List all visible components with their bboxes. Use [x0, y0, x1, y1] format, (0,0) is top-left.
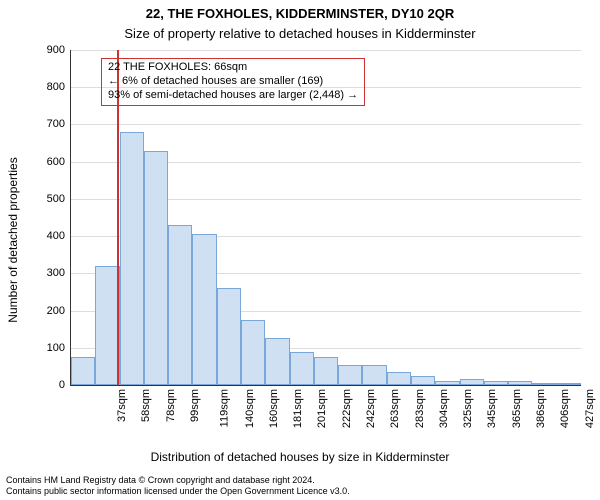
- annotation-line-1: 22 THE FOXHOLES: 66sqm: [108, 61, 358, 75]
- y-tick-label: 200: [47, 305, 71, 317]
- histogram-bar: [120, 132, 144, 385]
- histogram-bar: [557, 383, 581, 385]
- x-tick-label: 345sqm: [487, 389, 499, 428]
- gridline: [71, 124, 581, 125]
- footer-attribution: Contains HM Land Registry data © Crown c…: [6, 475, 350, 496]
- histogram-bar: [217, 288, 241, 385]
- page-supertitle: 22, THE FOXHOLES, KIDDERMINSTER, DY10 2Q…: [0, 6, 600, 21]
- histogram-bar: [95, 266, 119, 385]
- x-tick-label: 304sqm: [438, 389, 450, 428]
- x-tick-label: 427sqm: [584, 389, 596, 428]
- histogram-bar: [411, 376, 435, 385]
- x-tick-label: 242sqm: [365, 389, 377, 428]
- histogram-bar: [314, 357, 338, 385]
- y-axis-label: Number of detached properties: [6, 157, 20, 322]
- y-tick-label: 500: [47, 193, 71, 205]
- x-tick-label: 99sqm: [189, 389, 201, 422]
- x-tick-label: 325sqm: [462, 389, 474, 428]
- histogram-bar: [144, 151, 168, 386]
- y-tick-label: 800: [47, 81, 71, 93]
- y-tick-label: 700: [47, 118, 71, 130]
- x-tick-label: 119sqm: [219, 389, 231, 427]
- y-tick-label: 400: [47, 230, 71, 242]
- x-tick-label: 201sqm: [317, 389, 329, 428]
- y-tick-label: 300: [47, 267, 71, 279]
- histogram-bar: [532, 383, 556, 385]
- footer-line-2: Contains public sector information licen…: [6, 486, 350, 496]
- histogram-bar: [241, 320, 265, 385]
- x-tick-label: 365sqm: [511, 389, 523, 428]
- x-tick-label: 160sqm: [268, 389, 280, 428]
- chart-title: Size of property relative to detached ho…: [0, 26, 600, 41]
- x-axis-label: Distribution of detached houses by size …: [0, 450, 600, 464]
- histogram-bar: [168, 225, 192, 385]
- x-tick-label: 283sqm: [414, 389, 426, 428]
- histogram-bar: [265, 338, 289, 385]
- footer-line-1: Contains HM Land Registry data © Crown c…: [6, 475, 350, 485]
- histogram-bar: [435, 381, 459, 385]
- x-tick-label: 386sqm: [535, 389, 547, 428]
- x-tick-label: 58sqm: [140, 389, 152, 422]
- histogram-bar: [460, 379, 484, 385]
- histogram-bar: [71, 357, 95, 385]
- annotation-line-2: ← 6% of detached houses are smaller (169…: [108, 75, 358, 89]
- y-tick-label: 900: [47, 44, 71, 56]
- histogram-bar: [338, 365, 362, 385]
- x-tick-label: 37sqm: [116, 389, 128, 422]
- x-tick-label: 78sqm: [165, 389, 177, 422]
- x-tick-label: 181sqm: [292, 389, 304, 428]
- histogram-bar: [508, 381, 532, 385]
- y-tick-label: 100: [47, 342, 71, 354]
- histogram-plot: 010020030040050060070080090037sqm58sqm78…: [70, 50, 581, 386]
- gridline: [71, 50, 581, 51]
- y-tick-label: 0: [59, 379, 71, 391]
- histogram-bar: [290, 352, 314, 386]
- histogram-bar: [387, 372, 411, 385]
- histogram-bar: [362, 365, 386, 385]
- x-tick-label: 140sqm: [244, 389, 256, 428]
- annotation-box: 22 THE FOXHOLES: 66sqm ← 6% of detached …: [101, 58, 365, 106]
- x-tick-label: 406sqm: [559, 389, 571, 428]
- annotation-line-3: 93% of semi-detached houses are larger (…: [108, 89, 358, 103]
- y-tick-label: 600: [47, 156, 71, 168]
- x-tick-label: 263sqm: [389, 389, 401, 428]
- histogram-bar: [192, 234, 216, 385]
- x-tick-label: 222sqm: [341, 389, 353, 428]
- histogram-bar: [484, 381, 508, 385]
